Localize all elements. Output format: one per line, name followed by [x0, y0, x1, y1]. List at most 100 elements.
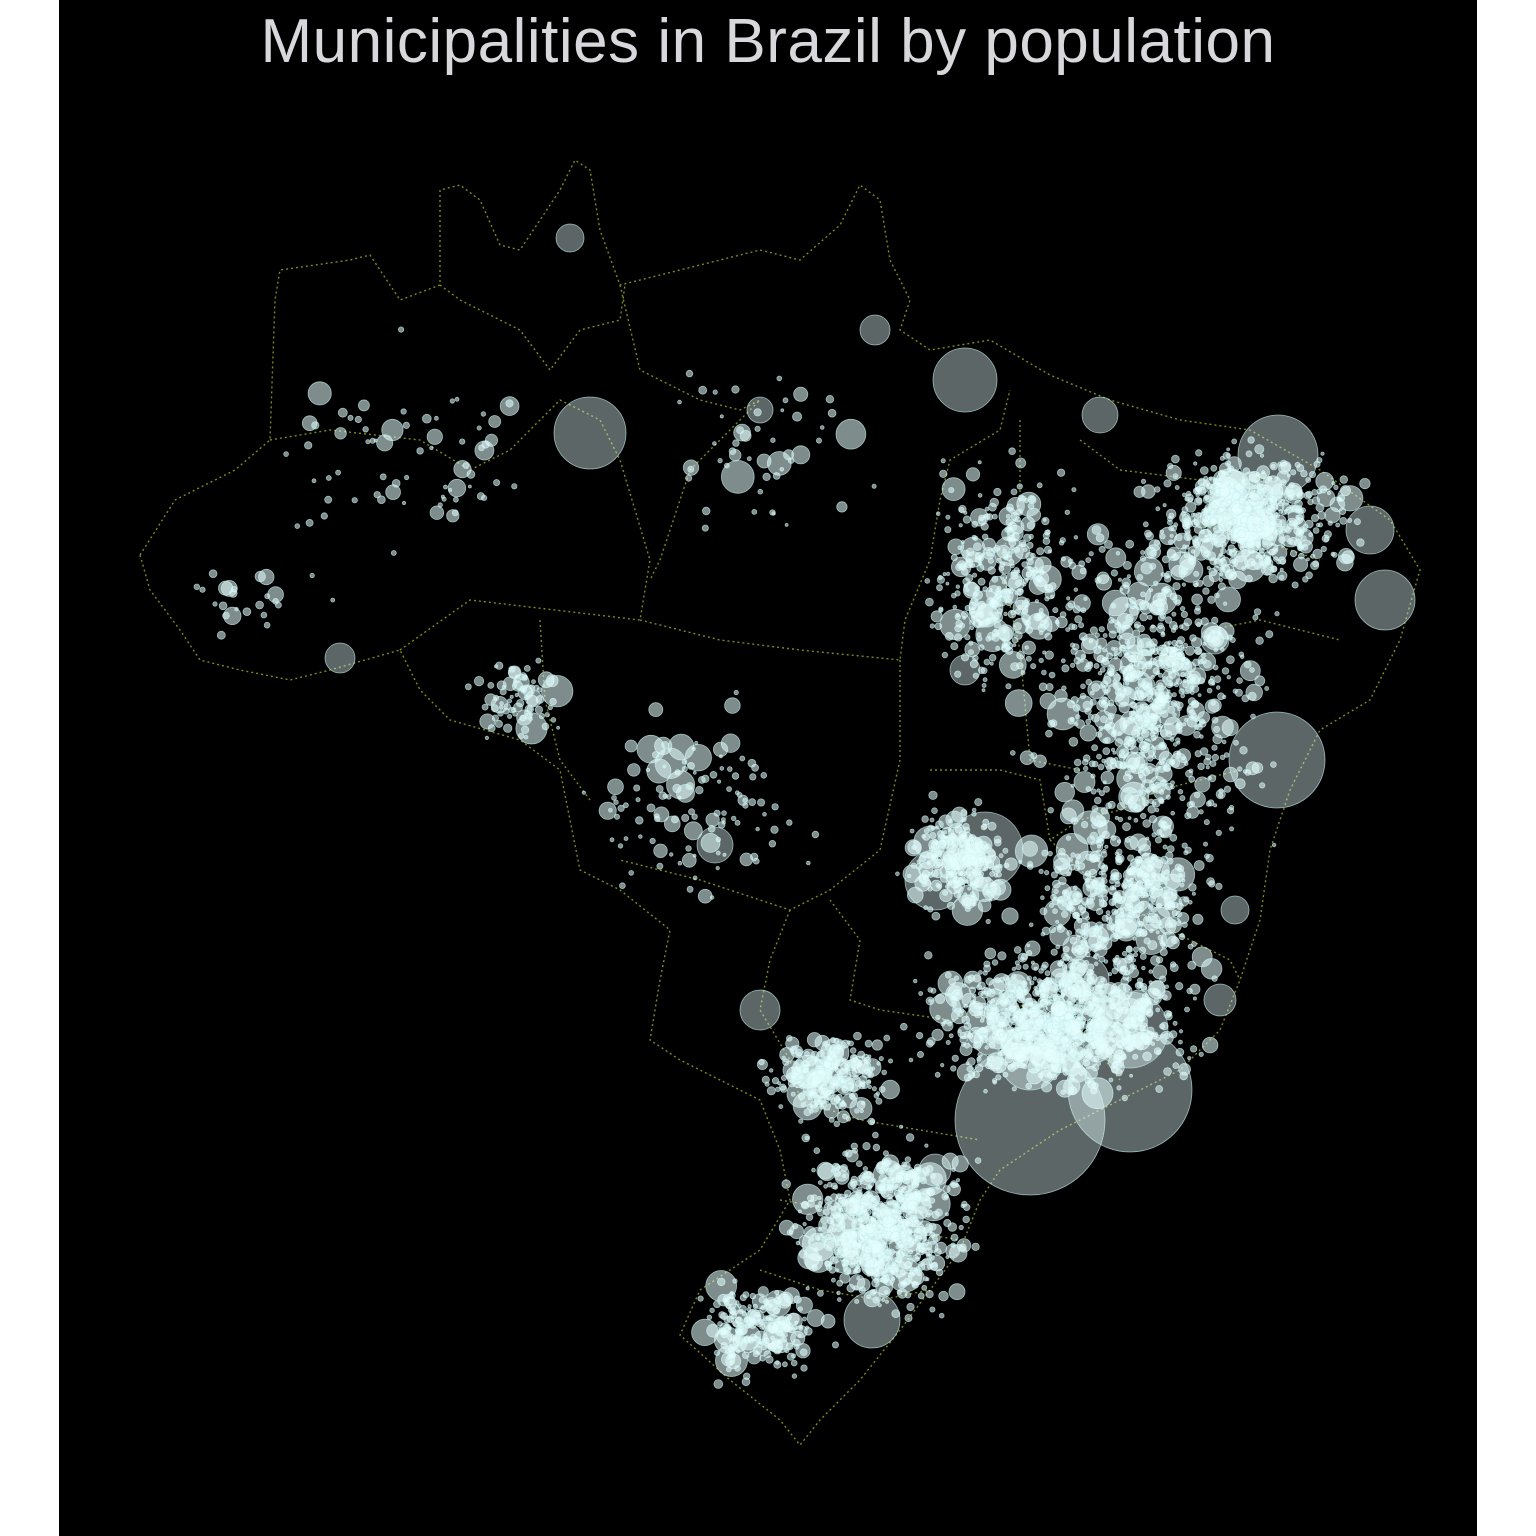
municipality-bubble [771, 803, 779, 811]
municipality-bubble [854, 1298, 860, 1304]
municipality-bubble [478, 444, 485, 452]
municipality-bubble [881, 1215, 895, 1229]
municipality-bubble [1055, 833, 1089, 866]
municipality-bubble [823, 1184, 828, 1189]
municipality-bubble [856, 1276, 861, 1281]
municipality-bubble [932, 347, 998, 413]
municipality-bubble [965, 1061, 970, 1066]
municipality-bubble [1174, 485, 1180, 490]
municipality-bubble [1260, 494, 1268, 501]
municipality-bubble [1208, 678, 1215, 685]
municipality-bubble [1152, 964, 1168, 980]
state-border [829, 899, 1051, 1021]
municipality-bubble [1036, 547, 1045, 556]
municipality-bubble [892, 1201, 900, 1209]
municipality-bubble [1030, 752, 1038, 760]
municipality-bubble [925, 1039, 934, 1048]
municipality-bubble [1017, 591, 1022, 597]
municipality-bubble [701, 524, 709, 532]
municipality-bubble [872, 1296, 880, 1304]
municipality-bubble [254, 570, 266, 583]
municipality-bubble [1140, 1033, 1145, 1038]
municipality-bubble [877, 1303, 882, 1308]
municipality-bubble [1027, 502, 1035, 510]
municipality-bubble [1098, 725, 1104, 732]
municipality-bubble [858, 1082, 866, 1090]
municipality-bubble [307, 381, 332, 406]
municipality-bubble [1016, 569, 1021, 574]
municipality-bubble [1273, 499, 1277, 504]
state-border [439, 284, 626, 372]
municipality-bubble [830, 1037, 837, 1044]
municipality-bubble [623, 836, 629, 841]
municipality-bubble [362, 426, 369, 433]
municipality-bubble [974, 585, 981, 592]
municipality-bubble [1085, 557, 1092, 563]
municipality-bubble [1116, 764, 1147, 794]
municipality-bubble [1116, 957, 1135, 976]
municipality-bubble [929, 817, 935, 823]
municipality-bubble [1072, 704, 1081, 712]
municipality-bubble [1096, 753, 1102, 760]
municipality-bubble [1178, 1039, 1183, 1045]
municipality-bubble [915, 1032, 924, 1040]
municipality-bubble [294, 523, 301, 529]
municipality-bubble [802, 1222, 807, 1227]
municipality-bubble [893, 1256, 899, 1263]
municipality-bubble [1320, 545, 1327, 553]
municipality-bubble [1172, 1020, 1178, 1026]
municipality-bubble [1087, 713, 1094, 720]
municipality-bubble [984, 506, 990, 512]
municipality-bubble [1114, 913, 1138, 937]
municipality-bubble [1259, 453, 1265, 458]
municipality-bubble [1101, 914, 1109, 922]
municipality-bubble [1085, 678, 1093, 686]
municipality-bubble [1195, 449, 1203, 457]
municipality-bubble [508, 665, 516, 673]
municipality-bubble [1114, 815, 1119, 820]
municipality-bubble [627, 763, 641, 777]
municipality-bubble [1255, 636, 1264, 645]
municipality-bubble [1161, 587, 1168, 595]
municipality-bubble [1124, 667, 1129, 672]
municipality-bubble [1199, 747, 1209, 756]
municipality-bubble [1076, 962, 1088, 974]
municipality-bubble [894, 1174, 904, 1184]
municipality-bubble [801, 1133, 811, 1143]
municipality-bubble [793, 386, 809, 402]
municipality-bubble [1264, 555, 1271, 562]
municipality-bubble [619, 882, 626, 889]
municipality-bubble [1050, 948, 1058, 956]
municipality-bubble [1111, 885, 1117, 890]
municipality-bubble [1241, 694, 1250, 703]
municipality-bubble [1189, 983, 1201, 995]
municipality-bubble [1003, 587, 1012, 596]
municipality-bubble [958, 506, 965, 513]
municipality-bubble [487, 682, 495, 689]
municipality-bubble [991, 959, 999, 966]
municipality-bubble [985, 918, 991, 925]
municipality-bubble [833, 1120, 840, 1128]
municipality-bubble [1014, 960, 1020, 966]
municipality-bubble [1333, 484, 1339, 490]
municipality-bubble [939, 469, 948, 478]
municipality-bubble [1184, 645, 1195, 656]
municipality-bubble [1173, 700, 1181, 708]
municipality-bubble [917, 1292, 925, 1300]
municipality-bubble [1231, 503, 1244, 516]
municipality-bubble [421, 413, 432, 424]
municipality-bubble [1017, 985, 1023, 991]
municipality-bubble [1073, 771, 1096, 793]
municipality-bubble [505, 399, 514, 408]
municipality-bubble [836, 1110, 850, 1124]
municipality-bubble [877, 1183, 887, 1192]
municipality-bubble [965, 467, 981, 482]
municipality-bubble [1131, 1033, 1139, 1040]
municipality-bubble [369, 437, 376, 444]
municipality-bubble [1015, 991, 1025, 1000]
municipality-bubble [1207, 799, 1215, 807]
municipality-bubble [682, 459, 700, 476]
municipality-bubble [1087, 1052, 1093, 1058]
municipality-bubble [976, 1009, 983, 1016]
municipality-bubble [320, 512, 328, 520]
